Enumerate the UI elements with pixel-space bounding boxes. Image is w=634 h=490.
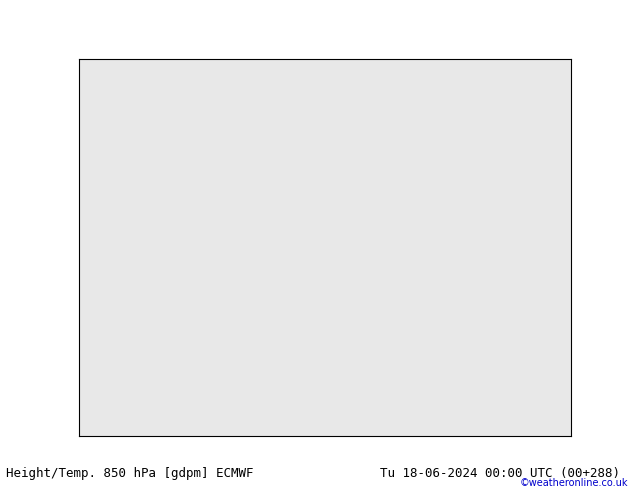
Text: Height/Temp. 850 hPa [gdpm] ECMWF: Height/Temp. 850 hPa [gdpm] ECMWF xyxy=(6,467,254,480)
Text: Tu 18-06-2024 00:00 UTC (00+288): Tu 18-06-2024 00:00 UTC (00+288) xyxy=(380,467,621,480)
Text: ©weatheronline.co.uk: ©weatheronline.co.uk xyxy=(519,478,628,488)
